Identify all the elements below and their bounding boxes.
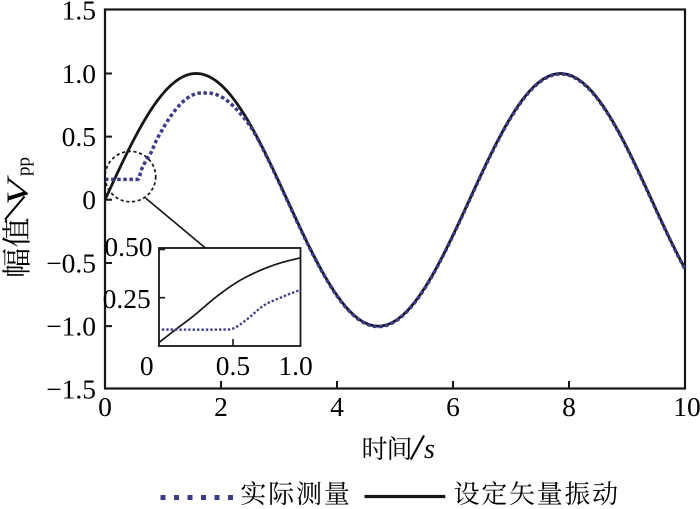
svg-text:6: 6 <box>446 391 460 422</box>
svg-text:0: 0 <box>140 350 154 381</box>
svg-text:1.0: 1.0 <box>62 58 96 89</box>
svg-text:1.0: 1.0 <box>278 350 312 381</box>
svg-text:1.5: 1.5 <box>62 0 96 26</box>
svg-text:s: s <box>424 434 435 465</box>
svg-text:0.5: 0.5 <box>216 350 250 381</box>
svg-text:0.50: 0.50 <box>104 231 152 262</box>
svg-text:0.5: 0.5 <box>62 121 96 152</box>
svg-text:0.25: 0.25 <box>103 283 151 314</box>
svg-text:−1.5: −1.5 <box>46 374 96 405</box>
svg-text:4: 4 <box>330 391 344 422</box>
svg-text:V: V <box>0 175 35 205</box>
svg-text:0: 0 <box>98 391 112 422</box>
svg-text:−1.0: −1.0 <box>46 310 96 341</box>
svg-text:2: 2 <box>214 391 228 422</box>
svg-text:8: 8 <box>562 391 576 422</box>
svg-text:0: 0 <box>82 184 96 215</box>
svg-text:pp: pp <box>14 157 35 176</box>
svg-text:−0.5: −0.5 <box>46 247 96 278</box>
svg-text:10: 10 <box>673 391 700 422</box>
